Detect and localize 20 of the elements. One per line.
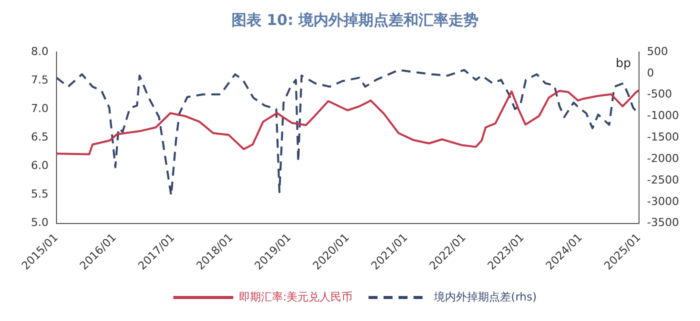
y2-tick-label: -3000 xyxy=(647,194,680,208)
y2-tick-label: 500 xyxy=(647,44,668,58)
y-tick-label: 5.5 xyxy=(30,188,48,201)
y2-tick-label: -2500 xyxy=(647,173,680,186)
y-tick-label: 5.0 xyxy=(30,216,48,230)
y2-tick-label: -1500 xyxy=(647,130,680,144)
y-tick-label: 6.0 xyxy=(30,159,48,172)
text: 即期汇率:美元兑人民币 xyxy=(238,290,353,304)
y2-tick-label: -500 xyxy=(647,88,672,101)
text: 境内外掉期点差(rhs) xyxy=(433,290,537,304)
y2-axis-title: bp xyxy=(616,56,632,70)
y-tick-label: 7.0 xyxy=(30,102,48,115)
y2-tick-label: -3500 xyxy=(647,216,680,230)
y-tick-label: 8.0 xyxy=(30,44,48,58)
y2-tick-label: 0 xyxy=(647,66,654,80)
y-tick-label: 6.5 xyxy=(30,130,48,144)
y2-tick-label: -2000 xyxy=(647,152,680,165)
y2-tick-label: -1000 xyxy=(647,109,680,122)
y-tick-label: 7.5 xyxy=(30,73,48,86)
chart-title: 图表 10: 境内外掉期点差和汇率走势 xyxy=(231,10,479,29)
